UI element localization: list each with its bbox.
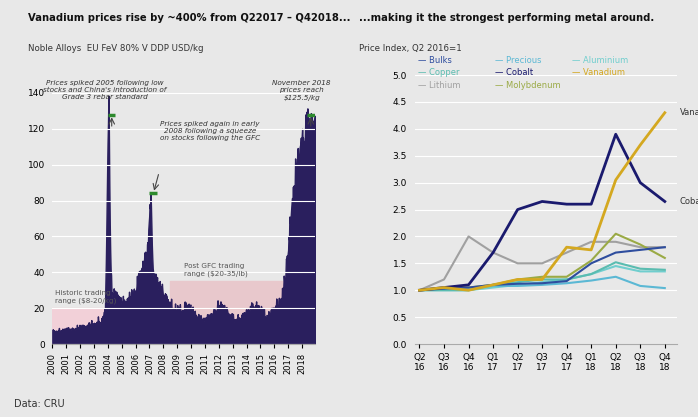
Text: — Molybdenum: — Molybdenum: [495, 81, 560, 90]
Text: Prices spiked again in early
2008 following a squeeze
on stocks following the GF: Prices spiked again in early 2008 follow…: [160, 121, 260, 141]
Text: — Bulks: — Bulks: [418, 56, 452, 65]
Text: — Aluminium: — Aluminium: [572, 56, 628, 65]
Text: Prices spiked 2005 following low
stocks and China's introduction of
Grade 3 reba: Prices spiked 2005 following low stocks …: [43, 80, 166, 100]
Text: — Cobalt: — Cobalt: [495, 68, 533, 78]
Text: — Lithium: — Lithium: [418, 81, 461, 90]
Text: November 2018
prices reach
$125.5/kg: November 2018 prices reach $125.5/kg: [272, 80, 331, 100]
Text: — Copper: — Copper: [418, 68, 459, 78]
Text: Noble Alloys  EU FeV 80% V DDP USD/kg: Noble Alloys EU FeV 80% V DDP USD/kg: [28, 44, 203, 53]
Text: Price Index, Q2 2016=1: Price Index, Q2 2016=1: [359, 44, 462, 53]
Text: — Precious: — Precious: [495, 56, 542, 65]
Text: Data: CRU: Data: CRU: [14, 399, 65, 409]
Text: — Vanadium: — Vanadium: [572, 68, 625, 78]
Text: Post GFC trading
range ($20-35/lb): Post GFC trading range ($20-35/lb): [184, 264, 247, 277]
Text: Vanadium prices rise by ~400% from Q22017 – Q42018...: Vanadium prices rise by ~400% from Q2201…: [28, 13, 350, 23]
Text: Vanadium: Vanadium: [680, 108, 698, 117]
Text: Cobalt: Cobalt: [680, 197, 698, 206]
Text: ...making it the strongest performing metal around.: ...making it the strongest performing me…: [359, 13, 655, 23]
Text: Historic trading
range ($8-20/kg): Historic trading range ($8-20/kg): [55, 290, 117, 304]
